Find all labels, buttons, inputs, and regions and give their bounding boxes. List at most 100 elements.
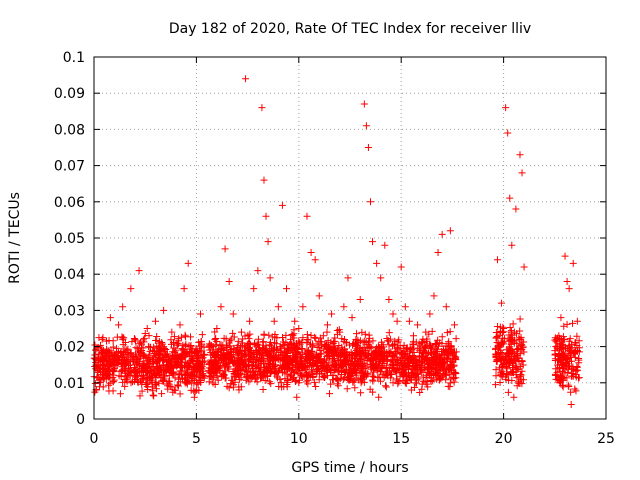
data-point [362,122,370,130]
data-point [498,339,506,347]
data-point [295,325,303,332]
data-point [446,379,454,387]
data-point [431,366,439,374]
data-point [258,374,266,382]
data-point [196,310,204,318]
data-point [497,371,505,379]
data-point [513,366,521,374]
y-tick-label: 0.08 [54,122,85,138]
data-point [239,335,247,343]
data-point [372,361,380,369]
data-point [273,334,281,342]
data-point [403,353,411,361]
data-point [266,274,274,282]
data-point [414,321,422,329]
data-point [264,238,272,246]
data-point [325,365,333,373]
data-point [494,349,502,357]
data-point [109,343,117,351]
data-point [97,371,105,379]
data-point [318,370,326,378]
data-point [101,370,109,378]
data-point [185,363,193,371]
data-point [356,367,364,375]
data-point [344,274,352,282]
data-point [271,370,279,378]
data-point [187,371,195,379]
data-point [516,315,524,323]
data-point [257,368,265,376]
data-point [407,386,415,394]
data-point [230,383,238,391]
data-point [291,368,299,376]
data-point [432,365,440,373]
y-tick-label: 0.03 [54,303,85,319]
data-point [434,336,442,344]
data-point [308,343,316,351]
data-point [221,367,229,375]
data-point [374,353,382,361]
data-point [300,373,308,381]
data-point [106,314,114,322]
data-point [231,368,239,376]
data-point [499,328,507,336]
data-point [283,383,291,391]
data-point [127,285,135,293]
data-point [255,351,263,359]
data-point [389,351,397,359]
data-point [498,352,506,360]
data-point [379,341,387,349]
data-point [557,314,565,322]
data-point [155,343,163,351]
data-point [141,363,149,371]
data-point [160,306,168,314]
data-point [381,241,389,249]
y-tick-label: 0.02 [54,340,85,356]
data-point [292,357,300,365]
data-point [209,375,217,383]
data-point [573,342,581,350]
data-point [493,256,501,264]
data-point [447,363,455,371]
data-point [389,310,397,318]
data-point [450,321,458,329]
data-point [156,339,164,347]
data-point [295,379,303,387]
data-point [357,356,365,364]
data-point [380,359,388,367]
data-point [183,368,191,376]
data-point [176,367,184,375]
data-point [139,350,147,358]
data-point [242,75,250,83]
data-point [427,368,435,376]
data-point [382,370,390,378]
data-point [176,356,184,364]
data-point [109,374,117,382]
data-point [118,367,126,375]
data-point [357,389,365,397]
data-point [182,333,190,341]
data-point [119,334,127,342]
data-point [146,347,154,355]
data-point [218,373,226,381]
data-point [366,385,374,393]
data-point [260,331,268,339]
data-point [274,303,282,311]
data-point [270,317,278,325]
data-point [271,352,279,360]
data-point [385,341,393,349]
data-point [402,364,410,372]
data-point [349,378,357,386]
data-point [104,363,112,371]
data-point [450,369,458,377]
data-point [235,386,243,394]
data-point [503,349,511,357]
data-point [559,352,567,360]
data-point [260,366,268,374]
data-point [493,356,501,364]
data-point [335,342,343,350]
data-point [174,382,182,390]
data-point [162,352,170,360]
data-point [278,201,286,209]
data-point [565,285,573,293]
